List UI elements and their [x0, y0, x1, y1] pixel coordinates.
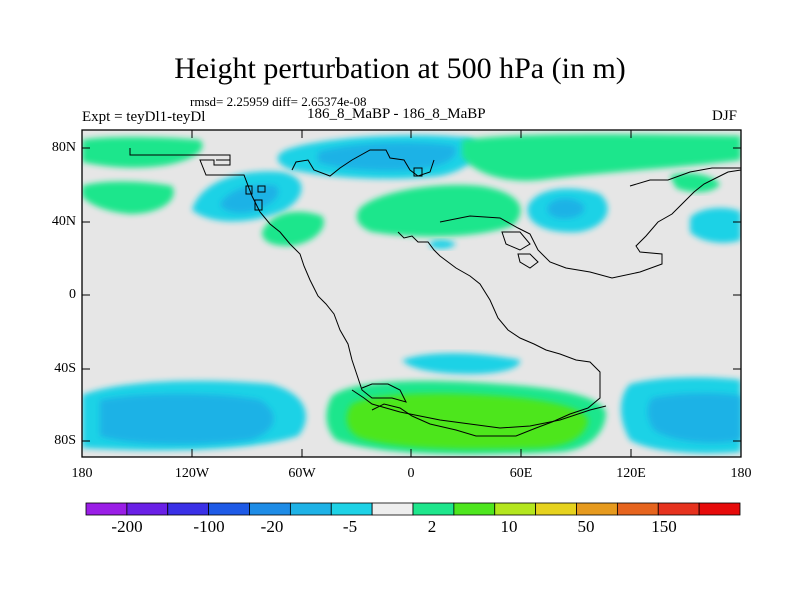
plot-title: Height perturbation at 500 hPa (in m)	[174, 52, 626, 85]
lon-tick-label: 60W	[288, 466, 316, 481]
contour-negative-greenland	[430, 239, 456, 249]
coastline-islands	[216, 159, 539, 269]
colorbar-box	[576, 502, 618, 516]
contour-positive-north-west-2	[82, 181, 174, 214]
contour-positive-asia-east	[670, 173, 720, 193]
colorbar-box	[85, 502, 128, 516]
colorbar-box	[249, 502, 291, 516]
colorbar-box	[453, 502, 496, 516]
colorbar-box	[412, 502, 455, 516]
coastline-greenland-arctic	[291, 149, 435, 177]
coastline-north-america	[129, 148, 407, 403]
colorbar-box	[698, 502, 741, 516]
experiment-label: Expt = teyDl1-teyDl	[82, 109, 206, 125]
contour-negative-south-atlantic	[402, 353, 521, 374]
lon-tick-label: 0	[407, 466, 415, 481]
colorbar-box	[167, 502, 210, 516]
colorbar-box	[657, 502, 700, 516]
contour-positive-europe	[356, 184, 521, 237]
colorbar-box	[126, 502, 169, 516]
lon-tick-label: 180	[71, 466, 93, 481]
lat-tick-label: 40S	[54, 361, 76, 376]
coastline-asia-north	[629, 167, 741, 187]
lat-tick-label: 80S	[54, 433, 76, 448]
lon-tick-label: 60E	[509, 466, 533, 481]
contour-negative-south-west-core	[100, 394, 274, 445]
lat-tick-label: 0	[69, 287, 76, 302]
colorbar-box	[616, 502, 659, 516]
coastline-eurasia	[371, 231, 601, 437]
contour-negative-south-east-core	[647, 393, 741, 443]
colorbar-label: 2	[427, 517, 437, 536]
contour-positive-north-east	[462, 134, 741, 181]
colorbar-box	[208, 502, 250, 516]
colorbar-label: -100	[193, 517, 225, 536]
stats-label: rmsd= 2.25959 diff= 2.65374e-08	[190, 94, 367, 109]
contour-positive-pacific-east	[262, 211, 324, 246]
colorbar-label: 150	[651, 517, 677, 536]
lat-tick-label: 80N	[51, 140, 76, 155]
contour-negative-east	[690, 208, 741, 243]
contour-negative-asia-core	[547, 198, 585, 219]
colorbar-box	[330, 502, 373, 516]
colorbar-label: -20	[260, 517, 284, 536]
colorbar-label: 50	[577, 517, 595, 536]
colorbar-label: -200	[111, 517, 143, 536]
lat-tick-label: 40N	[51, 214, 76, 229]
coastline-antarctica	[351, 389, 607, 429]
colorbar-box	[494, 502, 537, 516]
colorbar-label: -5	[342, 517, 358, 536]
case-label: 186_8_MaBP - 186_8_MaBP	[307, 106, 486, 122]
lon-tick-label: 120W	[174, 466, 210, 481]
contour-negative-arctic-core	[318, 142, 456, 171]
axis-ticks	[82, 130, 741, 457]
colorbar	[85, 502, 741, 516]
lon-tick-label: 180	[730, 466, 752, 481]
coastlines	[129, 148, 742, 437]
colorbar-box	[371, 502, 414, 516]
contour-fields	[82, 134, 741, 455]
coastline-asia-interior	[439, 169, 742, 279]
contour-positive-north-west	[82, 137, 203, 168]
lon-tick-label: 120E	[616, 466, 646, 481]
colorbar-box	[535, 502, 577, 516]
colorbar-box	[289, 502, 332, 516]
contour-positive-south-atlantic-core	[346, 393, 588, 449]
season-label: DJF	[712, 108, 738, 124]
colorbar-label: 10	[500, 517, 518, 536]
